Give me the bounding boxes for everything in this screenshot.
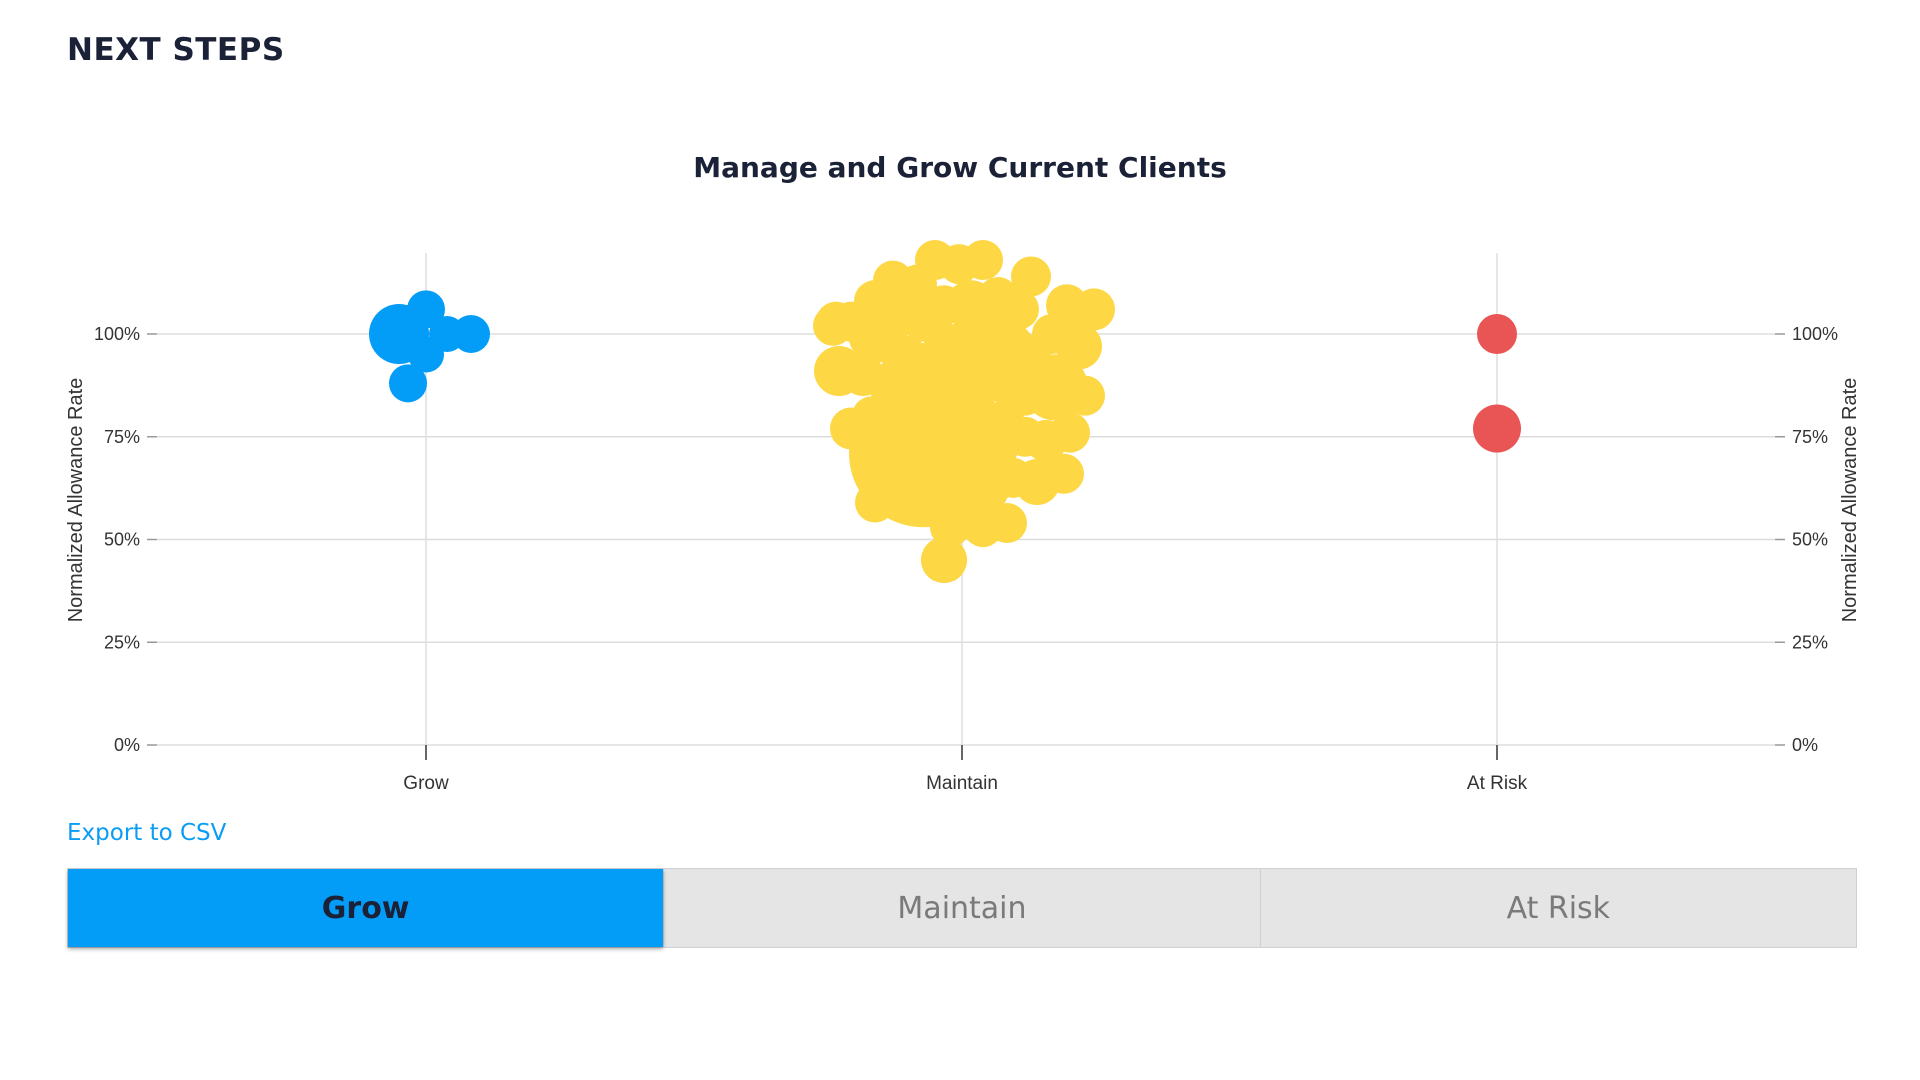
y-tick-label-right: 100% [1792, 324, 1838, 344]
bubble-maintain [921, 537, 967, 584]
y-tick-label-left: 25% [104, 632, 140, 652]
bubble-maintain [861, 322, 901, 363]
axes: 0% 0% 25% 25% 50% 50% 75% 75% 100% 100% Grow Mainta… [94, 324, 1838, 794]
bubble-chart-svg: Manage and Grow Current Clients 0% 0% 25% 2… [65, 151, 1861, 794]
bubble-grow [407, 290, 445, 329]
bubble-maintain [852, 441, 892, 482]
chart-title: Manage and Grow Current Clients [693, 151, 1227, 184]
bubble-maintain [999, 289, 1039, 330]
y-tick-label-left: 50% [104, 530, 140, 550]
bubble-maintain [1050, 412, 1090, 453]
tab-at-risk[interactable]: At Risk [1259, 869, 1856, 947]
bubble-maintain [942, 322, 982, 363]
y-tick-label-right: 50% [1792, 530, 1828, 550]
bubble-maintain [816, 301, 856, 342]
bubble-maintain [1005, 375, 1045, 416]
x-tick-label: At Risk [1467, 773, 1528, 794]
export-csv-link[interactable]: Export to CSV [67, 820, 227, 846]
y-axis-title-right: Normalized Allowance Rate [1839, 378, 1861, 623]
y-tick-label-left: 0% [114, 735, 140, 755]
bubble-chart: Manage and Grow Current Clients 0% 0% 25% 2… [0, 140, 1920, 820]
y-tick-label-right: 0% [1792, 735, 1818, 755]
y-axis-title-left: Normalized Allowance Rate [65, 378, 87, 623]
tab-maintain[interactable]: Maintain [663, 869, 1259, 947]
bubble-maintain [987, 503, 1027, 544]
y-tick-label-right: 75% [1792, 427, 1828, 447]
x-tick-label: Maintain [926, 773, 998, 794]
bubble-maintain [1011, 256, 1051, 297]
bubble-grow [408, 336, 444, 373]
tab-grow[interactable]: Grow [68, 869, 664, 947]
x-tick-label: Grow [403, 773, 449, 794]
y-tick-label-left: 100% [94, 324, 140, 344]
bubble-grow [389, 364, 427, 403]
bubble-at-risk [1477, 314, 1517, 354]
page-heading: NEXT STEPS [67, 32, 285, 68]
bubble-maintain [855, 482, 895, 523]
bubble-maintain [1073, 288, 1115, 331]
bubble-maintain [1065, 375, 1105, 416]
bubble-maintain [1044, 453, 1084, 494]
bubble-maintain [930, 507, 970, 548]
y-tick-label-right: 25% [1792, 632, 1828, 652]
bubble-maintain [1032, 314, 1072, 354]
bubbles [369, 240, 1521, 584]
bubble-maintain [867, 363, 907, 404]
bubble-maintain [954, 433, 994, 474]
bubble-maintain [852, 396, 892, 437]
y-tick-label-left: 75% [104, 427, 140, 447]
bubble-grow [452, 315, 490, 353]
segment-tabs: Grow Maintain At Risk [67, 868, 1857, 948]
bubble-maintain [963, 240, 1003, 281]
bubble-at-risk [1473, 404, 1521, 453]
